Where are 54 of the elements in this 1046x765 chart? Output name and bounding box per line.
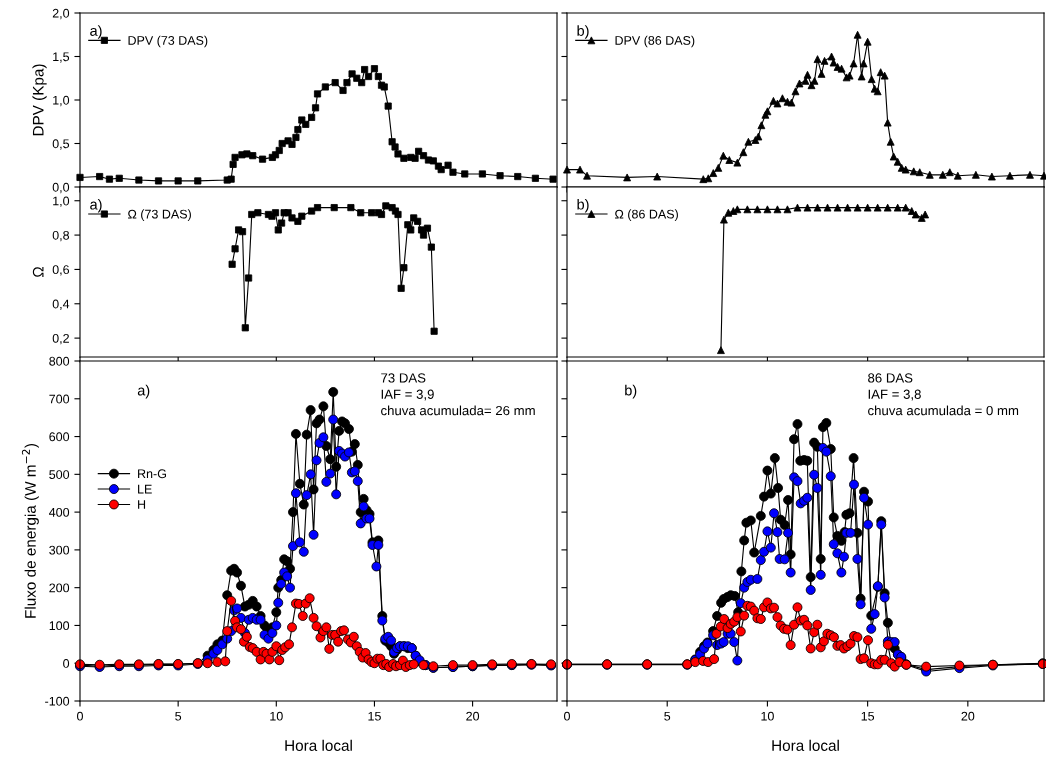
y-axis-title: DPV (Kpa): [32, 64, 47, 136]
x-tick-label: 10: [270, 711, 283, 721]
legend-label: LE: [138, 484, 152, 494]
legend-label: Ω (86 DAS): [615, 209, 678, 221]
y-tick-label: 0,0: [52, 182, 70, 194]
y-tick-label: 0: [63, 659, 70, 668]
x-tick-label: 20: [466, 711, 480, 721]
annotation: b): [577, 198, 589, 213]
x-tick-label: 10: [761, 711, 774, 721]
y-tick-label: 400: [49, 507, 70, 517]
annotation: a): [90, 198, 102, 213]
annotation: b): [577, 25, 589, 39]
y-axis-title: Fluxo de energia (W m$^{−2}$): [21, 444, 39, 618]
y-tick-label: 1,0: [53, 196, 70, 207]
y-tick-label: 0,2: [52, 333, 69, 345]
y-tick-label: 800: [49, 356, 70, 366]
y-tick-label: 0,5: [52, 139, 70, 150]
x-tick-label: 15: [368, 711, 381, 721]
y-tick-label: 300: [49, 545, 70, 555]
y-tick-label: 0,6: [52, 265, 70, 276]
x-axis-title: Hora local: [285, 739, 352, 751]
y-tick-label: 500: [49, 470, 70, 479]
annotation: chuva acumulada = 0 mm: [868, 405, 1019, 416]
x-tick-label: 15: [861, 711, 875, 721]
y-tick-label: 0,4: [52, 299, 70, 310]
x-tick-label: 0: [564, 711, 570, 721]
y-tick-label: 200: [49, 583, 70, 593]
y-tick-label: 100: [49, 621, 70, 631]
legend-label: Ω (73 DAS): [128, 209, 191, 221]
annotation: a): [90, 25, 102, 39]
annotation: IAF = 3,9: [381, 389, 434, 401]
legend-label: DPV (73 DAS): [128, 35, 208, 48]
annotation: 73 DAS: [381, 373, 426, 383]
annotation: b): [625, 384, 637, 399]
y-tick-label: 2,0: [52, 8, 70, 20]
y-tick-label: -100: [45, 696, 70, 706]
legend-label: Rn-G: [138, 469, 166, 479]
x-axis-title: Hora local: [772, 739, 839, 751]
y-tick-label: 1,5: [53, 52, 70, 63]
x-tick-label: 0: [77, 711, 83, 721]
legend-label: DPV (86 DAS): [615, 35, 695, 48]
x-tick-label: 5: [175, 711, 182, 721]
annotation: a): [137, 384, 150, 399]
annotation: chuva acumulada= 26 mm: [381, 405, 535, 416]
y-axis-title: Ω: [32, 266, 44, 278]
y-tick-label: 1,0: [53, 95, 70, 107]
x-tick-label: 5: [664, 711, 671, 721]
x-tick-label: 20: [961, 711, 975, 721]
y-tick-label: 0,8: [52, 230, 70, 242]
annotation: IAF = 3,8: [868, 389, 921, 401]
legend-label: H: [138, 500, 146, 509]
annotation: 86 DAS: [868, 373, 913, 383]
y-tick-label: 600: [49, 432, 70, 442]
y-tick-label: 700: [49, 394, 70, 404]
